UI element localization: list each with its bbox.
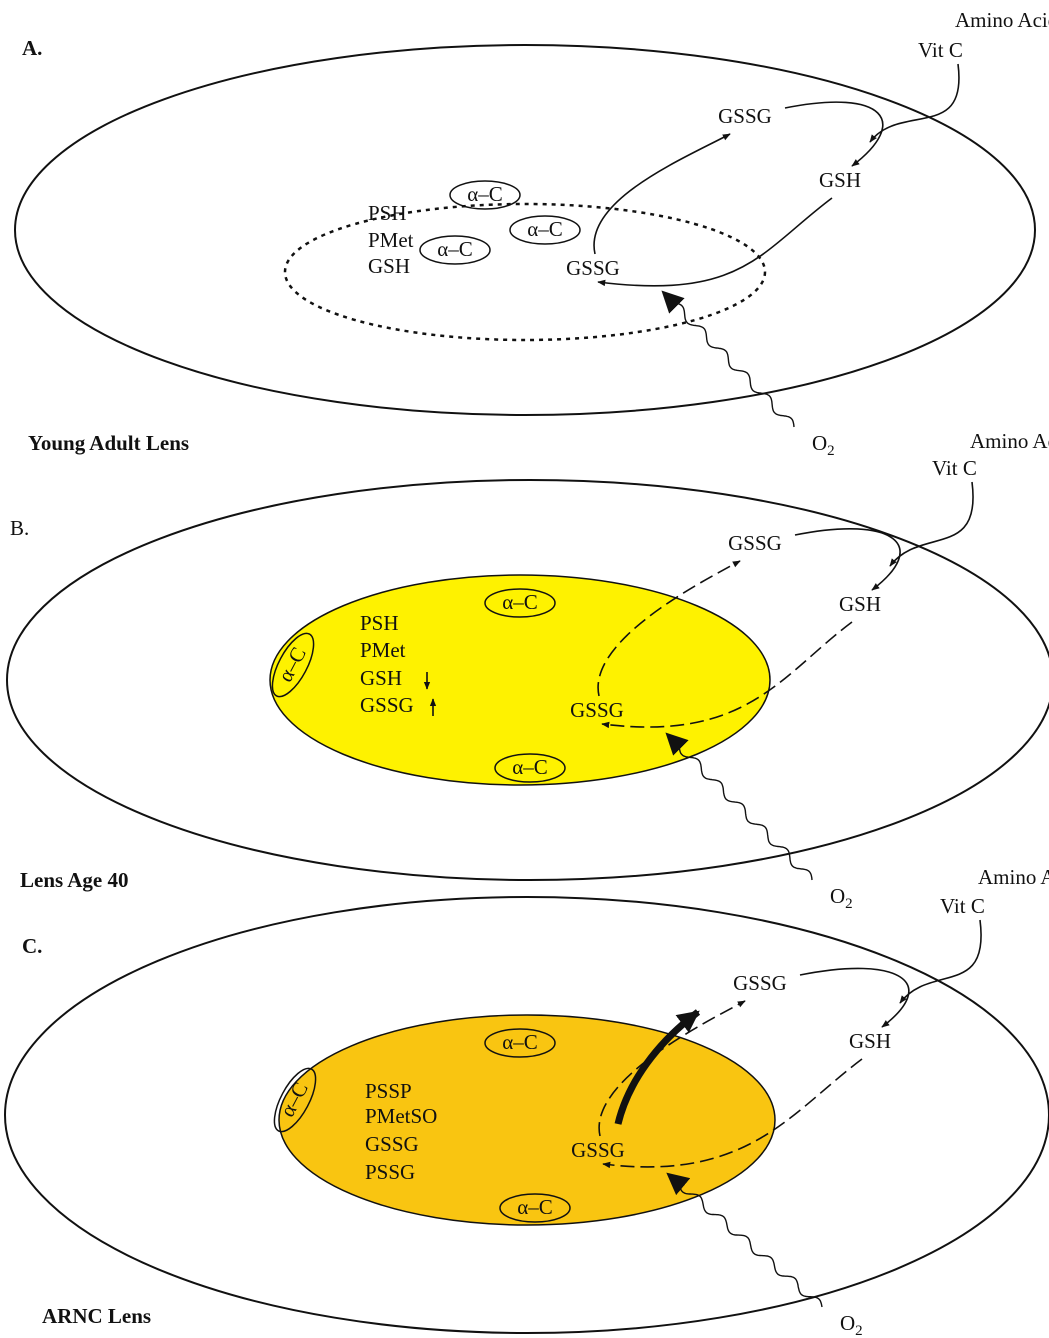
cycle-arrow	[795, 529, 900, 590]
nucleus-label: GSH	[368, 254, 410, 278]
input-arrow	[870, 64, 959, 142]
cycle-arrow	[800, 968, 909, 1027]
crystallin-label: α–C	[527, 217, 563, 241]
nucleus-label: PSSG	[365, 1160, 415, 1184]
input-label: Amino Acids	[978, 865, 1049, 889]
cycle-label: GSH	[839, 592, 881, 616]
nucleus-label: PMet	[368, 228, 414, 252]
cycle-label: GSSG	[570, 698, 624, 722]
oxidant-subscript: 2	[855, 1323, 863, 1338]
oxidant-label: O2	[812, 431, 835, 460]
cycle-label: GSSG	[733, 971, 787, 995]
input-label: Amino Acids	[955, 8, 1049, 32]
nucleus-label: PSH	[368, 201, 407, 225]
oxidant-symbol: O	[840, 1311, 855, 1335]
crystallin: α–C	[450, 181, 520, 209]
input-arrow	[900, 920, 981, 1003]
input-arrow	[890, 482, 973, 566]
crystallin-label: α–C	[502, 1030, 538, 1054]
nucleus-label: GSSG	[360, 693, 414, 717]
nucleus-label: PMetSO	[365, 1104, 437, 1128]
input-label: Vit C	[932, 456, 977, 480]
input-label: Vit C	[940, 894, 985, 918]
crystallin-label: α–C	[512, 755, 548, 779]
crystallin-label: α–C	[502, 590, 538, 614]
cycle-label: GSSG	[728, 531, 782, 555]
cycle-arrow	[594, 134, 730, 254]
oxidant-symbol: O	[812, 431, 827, 455]
cycle-label: GSSG	[571, 1138, 625, 1162]
oxidant-label: O2	[840, 1311, 863, 1338]
nucleus-label: PSH	[360, 611, 399, 635]
oxidant-wave	[668, 1174, 822, 1307]
panel-label: C.	[22, 934, 42, 958]
cycle-arrow	[785, 102, 883, 166]
nucleus-label: PSSP	[365, 1079, 412, 1103]
panel: A. Young Adult Lens Amino Acids Vit C GSSG GS…	[15, 8, 1049, 460]
panel-caption: ARNC Lens	[42, 1304, 151, 1328]
input-label: Vit C	[918, 38, 963, 62]
cycle-label: GSH	[819, 168, 861, 192]
cycle-label: GSH	[849, 1029, 891, 1053]
nucleus-label: GSSG	[365, 1132, 419, 1156]
panel-caption: Young Adult Lens	[28, 431, 189, 455]
diagram: A. Young Adult Lens Amino Acids Vit C GSSG GS…	[0, 0, 1049, 1338]
nucleus-label: GSH	[360, 666, 402, 690]
oxidant-symbol: O	[830, 884, 845, 908]
crystallin-label: α–C	[517, 1195, 553, 1219]
cycle-label: GSSG	[718, 104, 772, 128]
panel: B. Lens Age 40 Amino Acids Vit C GSSG GSH GSSG…	[7, 429, 1049, 913]
input-label: Amino Acids	[970, 429, 1049, 453]
lens-nucleus	[285, 204, 765, 340]
lens-outer	[15, 45, 1035, 415]
crystallin-label: α–C	[437, 237, 473, 261]
oxidant-subscript: 2	[845, 896, 853, 912]
crystallin-label: α–C	[467, 182, 503, 206]
oxidant-subscript: 2	[827, 443, 835, 459]
nucleus-label: PMet	[360, 638, 406, 662]
crystallin: α–C	[420, 236, 490, 264]
crystallin: α–C	[510, 216, 580, 244]
panel-label: A.	[22, 36, 42, 60]
cycle-label: GSSG	[566, 256, 620, 280]
oxidant-label: O2	[830, 884, 853, 913]
panel-label: B.	[10, 516, 29, 540]
panel-caption: Lens Age 40	[20, 868, 129, 892]
